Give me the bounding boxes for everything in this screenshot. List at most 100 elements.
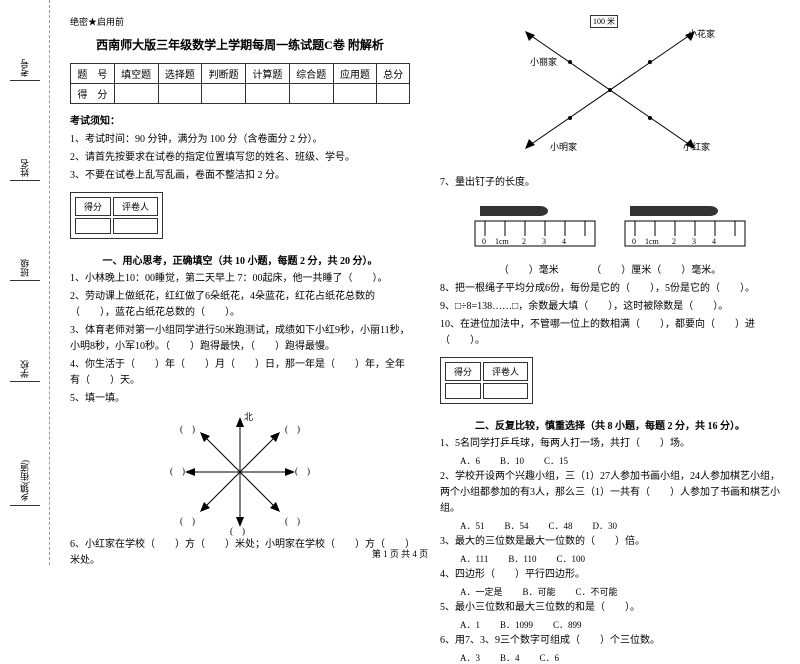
table-cell: 计算题 [246, 64, 290, 84]
compass-blank: ( ) [285, 514, 300, 527]
table-cell: 应用题 [333, 64, 377, 84]
page-footer: 第 1 页 共 4 页 [0, 547, 800, 560]
grader-label: 评卷人 [113, 197, 158, 216]
choice: B．可能 [523, 587, 556, 597]
sidebar-line [10, 505, 40, 506]
question: 1、小林晚上10：00睡觉，第二天早上 7：00起床，他一共睡了（ ）。 [70, 271, 410, 287]
table-cell [114, 84, 158, 104]
question: 2、劳动课上做纸花，红红做了6朵纸花，4朵蓝花，红花占纸花总数的（ ），蓝花占纸… [70, 289, 410, 321]
choice: C．15 [544, 456, 568, 466]
table-row: 得 分 [71, 84, 410, 104]
choice: B．10 [500, 456, 524, 466]
table-cell [333, 84, 377, 104]
choices: A．51 B．54 C．48 D．30 [460, 519, 780, 532]
svg-text:4: 4 [562, 237, 566, 246]
diagram-label: 小丽家 [530, 55, 557, 68]
svg-text:0: 0 [482, 237, 486, 246]
sidebar-line [10, 80, 40, 81]
sidebar-label: 考号 [18, 59, 31, 77]
choice: D．30 [593, 521, 618, 531]
choice: C．48 [549, 521, 573, 531]
compass-blank: ( ) [295, 464, 310, 477]
table-cell [158, 84, 202, 104]
choice: B．4 [500, 653, 520, 663]
choices: A．6 B．10 C．15 [460, 454, 780, 467]
svg-text:3: 3 [692, 237, 696, 246]
compass-blank: ( ) [285, 422, 300, 435]
question: 5、填一填。 [70, 391, 410, 407]
grader-box: 得分评卷人 [70, 192, 163, 239]
question: 10、在进位加法中，不管哪一位上的数相满（ ），都要向（ ）进（ ）。 [440, 317, 780, 349]
choices: A．一定是 B．可能 C．不可能 [460, 585, 780, 598]
choice: C．899 [553, 620, 582, 630]
table-cell: 判断题 [202, 64, 246, 84]
ruler-answers: （ ）毫米 （ ）厘米（ ）毫米。 [440, 261, 780, 276]
grader-cell [445, 383, 481, 399]
choice: C．不可能 [576, 587, 618, 597]
choices: A．3 B．4 C．6 [460, 651, 780, 664]
exam-notice: 考试须知： 1、考试时间：90 分钟，满分为 100 分（含卷面分 2 分）。 … [70, 114, 410, 183]
table-cell: 总分 [377, 64, 410, 84]
fill-blank: （ ）毫米 [499, 265, 559, 276]
question: 9、□÷8=138……□，余数最大填（ ），这时被除数是（ ）。 [440, 299, 780, 315]
compass-blank: ( ) [180, 514, 195, 527]
choices: A．1B．1099C．899 [460, 618, 780, 631]
sidebar-line [10, 280, 40, 281]
left-column: 绝密★启用前 西南师大版三年级数学上学期每周一练试题C卷 附解析 题 号 填空题… [70, 15, 410, 560]
choice: A．一定是 [460, 587, 503, 597]
svg-text:1cm: 1cm [495, 237, 510, 246]
secrecy-mark: 绝密★启用前 [70, 15, 410, 28]
sidebar-field: 考号 [10, 59, 40, 81]
table-cell [289, 84, 333, 104]
choice: A．6 [460, 456, 480, 466]
notice-item: 3、不要在试卷上乱写乱画，卷面不整洁扣 2 分。 [70, 168, 410, 183]
grader-label: 评卷人 [483, 362, 528, 381]
section-2-title: 二、反复比较，慎重选择（共 8 小题，每题 2 分，共 16 分）。 [440, 417, 780, 432]
svg-text:4: 4 [712, 237, 716, 246]
section-1-title: 一、用心思考，正确填空（共 10 小题，每题 2 分，共 20 分）。 [70, 252, 410, 267]
choice: B．54 [505, 521, 529, 531]
grader-label: 得分 [445, 362, 481, 381]
table-cell [202, 84, 246, 104]
ruler-icon: 01cm234 [470, 201, 600, 251]
compass-diagram: 北 ( ) ( ) ( ) ( ) ( ) ( ) ( ) [180, 412, 300, 532]
grader-cell [483, 383, 528, 399]
choice: C．6 [540, 653, 560, 663]
question: 2、学校开设两个兴趣小组，三（1）27人参加书画小组，24人参加棋艺小组，两个小… [440, 469, 780, 517]
table-cell: 选择题 [158, 64, 202, 84]
binding-sidebar: 考号 姓名 班级 学校 乡镇(街道) [0, 0, 50, 565]
svg-text:2: 2 [672, 237, 676, 246]
diagram-label: 小明家 [550, 140, 577, 153]
compass-blank: ( ) [170, 464, 185, 477]
question: 1、5名同学打乒乓球，每两人打一场，共打（ ）场。 [440, 436, 780, 452]
question: 4、你生活于（ ）年（ ）月（ ）日，那一年是（ ）年，全年有（ ）天。 [70, 357, 410, 389]
table-cell: 填空题 [114, 64, 158, 84]
diagram-label: 小红家 [683, 140, 710, 153]
question: 5、最小三位数和最大三位数的和是（ ）。 [440, 600, 780, 616]
table-cell: 综合题 [289, 64, 333, 84]
right-column: 100 米 小花家 小丽家 小明家 小红家 7、量出钉子的长度。 01cm234 [440, 15, 780, 560]
ruler-icon: 01cm234 [620, 201, 750, 251]
table-cell: 得 分 [71, 84, 115, 104]
notice-item: 1、考试时间：90 分钟，满分为 100 分（含卷面分 2 分）。 [70, 132, 410, 147]
sidebar-line [10, 381, 40, 382]
grader-box: 得分评卷人 [440, 357, 533, 404]
question: 8、把一根绳子平均分成6份，每份是它的（ ），5份是它的（ ）。 [440, 281, 780, 297]
choice: A．51 [460, 521, 485, 531]
grader-cell [113, 218, 158, 234]
svg-text:3: 3 [542, 237, 546, 246]
ruler-diagrams: 01cm234 01cm234 [440, 201, 780, 251]
table-cell [377, 84, 410, 104]
compass-blank: ( ) [230, 524, 245, 537]
compass-blank: ( ) [180, 422, 195, 435]
question: 6、用7、3、9三个数字可组成（ ）个三位数。 [440, 633, 780, 649]
fill-blank: （ ）厘米（ ）毫米。 [591, 265, 721, 276]
notice-title: 考试须知： [70, 114, 410, 129]
diagram-label: 小花家 [688, 27, 715, 40]
compass-north: 北 [244, 410, 253, 423]
sidebar-field: 姓名 [10, 159, 40, 181]
table-row: 题 号 填空题 选择题 判断题 计算题 综合题 应用题 总分 [71, 64, 410, 84]
choice: A．3 [460, 653, 480, 663]
sidebar-line [10, 180, 40, 181]
sidebar-label: 乡镇(街道) [18, 460, 31, 502]
